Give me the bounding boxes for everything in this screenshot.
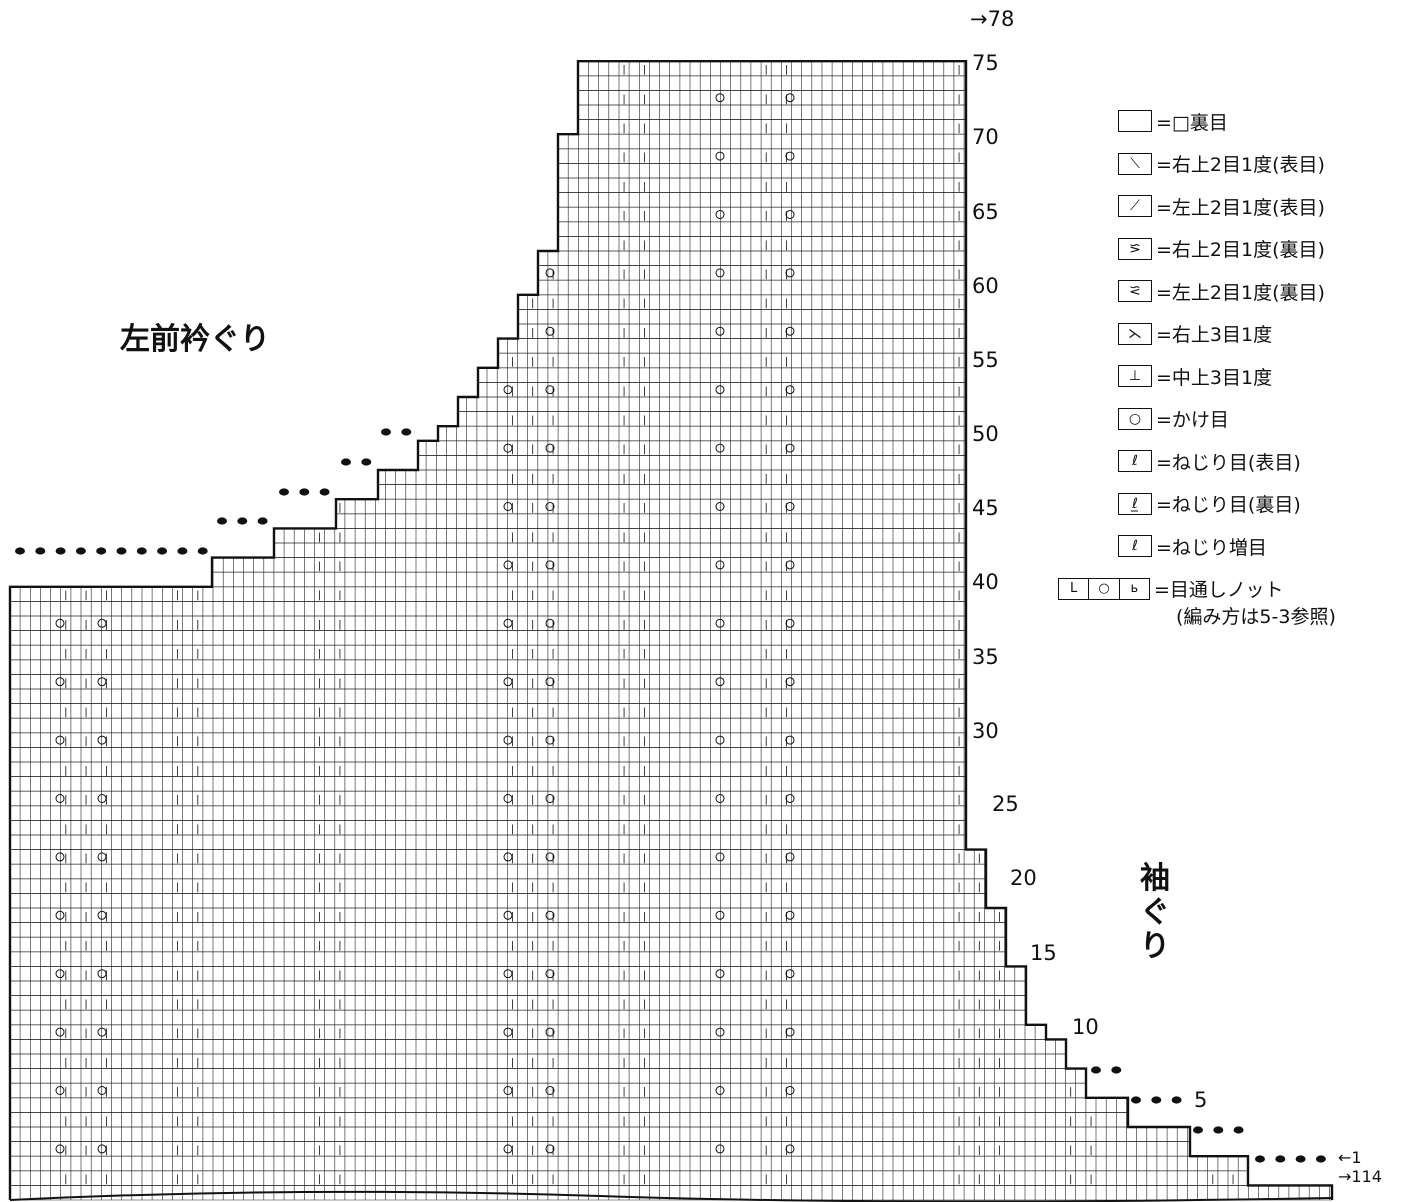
row-label-25: 25: [992, 792, 1019, 816]
legend-text: =□裏目: [1156, 111, 1228, 134]
row-label-45: 45: [972, 496, 999, 520]
legend-symbol-icon: [1118, 110, 1152, 133]
legend-item: ⪞ =右上2目1度(裏目): [1058, 228, 1408, 271]
legend-symbol-icon: ⟋: [1118, 195, 1152, 218]
bind-off-dots: [15, 428, 1326, 1163]
legend-item: ○ =かけ目: [1058, 398, 1408, 441]
legend-text: =左上2目1度(表目): [1156, 196, 1325, 219]
legend-text: =右上2目1度(表目): [1156, 154, 1325, 177]
row-label-20: 20: [1010, 866, 1037, 890]
legend-item: ℓ =ねじり目(表目): [1058, 440, 1408, 483]
knot-cell: L: [1059, 578, 1090, 599]
legend-item: ℓ =ねじり増目: [1058, 525, 1408, 568]
row-label-70: 70: [972, 125, 999, 149]
legend-symbol-icon: ⟍: [1118, 152, 1152, 175]
legend-text: =右上3目1度: [1156, 324, 1273, 347]
row-label-75: 75: [972, 51, 999, 75]
neck-label: 左前衿ぐり: [120, 322, 270, 357]
row-label-55: 55: [972, 348, 999, 372]
chart-outline: [8, 60, 1334, 1200]
row-label-35: 35: [972, 645, 999, 669]
legend-symbol-icon: ⪝: [1118, 280, 1152, 303]
legend-item: ⊥ =中上3目1度: [1058, 355, 1408, 398]
row-label-50: 50: [972, 422, 999, 446]
legend-note: (編み方は5-3参照): [1176, 606, 1336, 628]
row-label-15: 15: [1030, 941, 1057, 965]
legend-text: =中上3目1度: [1156, 366, 1273, 389]
row-label-40: 40: [972, 570, 999, 594]
bottom-edge: [9, 1190, 1333, 1202]
legend-text: =ねじり目(裏目): [1156, 494, 1301, 517]
row-label-30: 30: [972, 719, 999, 743]
legend-text: =ねじり増目: [1156, 536, 1267, 559]
stitch-symbols: | | | | | | | | | | | | | | | | | | | | || | | | | | | | | | | | | | | | | | |…: [55, 65, 1235, 1185]
symbol-legend: =□裏目—⟍=右上2目1度(表目)⟋=左上2目1度(表目)⪞=右上2目1度(裏目…: [1058, 100, 1408, 629]
knot-symbol-icon: L ○ ь: [1058, 577, 1150, 600]
row-label-10: 10: [1072, 1015, 1099, 1039]
legend-symbol-icon: ℓ̲: [1118, 492, 1152, 515]
legend-symbol-icon: ⋋: [1118, 322, 1152, 345]
stitch-grid: [9, 60, 1332, 1201]
legend-symbol-icon: ⊥: [1118, 365, 1152, 388]
legend-text: =ねじり目(表目): [1156, 451, 1301, 474]
legend-item: =□裏目—: [1058, 100, 1408, 143]
legend-symbol-icon: ⪞: [1118, 237, 1152, 260]
row-label-65: 65: [972, 200, 999, 224]
legend-text: =右上2目1度(裏目): [1156, 239, 1325, 262]
legend-item: ⋋ =右上3目1度: [1058, 313, 1408, 356]
legend-text: =左上2目1度(裏目): [1156, 281, 1325, 304]
knot-cell: ь: [1130, 581, 1139, 597]
legend-item: ⟋ =左上2目1度(表目): [1058, 185, 1408, 228]
row-number-labels: →78 75 70 65 60 55 50 45 40 35 30 25 20 15 10 5 ←1→114: [970, 7, 1382, 1186]
legend-item: ⪝ =左上2目1度(裏目): [1058, 270, 1408, 313]
legend-symbol-icon: ℓ: [1118, 450, 1152, 473]
legend-item: ℓ̲ =ねじり目(裏目): [1058, 483, 1408, 526]
row-label-5: 5: [1194, 1088, 1207, 1112]
legend-symbol-icon: ℓ: [1118, 535, 1152, 558]
legend-item: ⟍ =右上2目1度(表目): [1058, 143, 1408, 186]
row-label-78: →78: [970, 7, 1014, 31]
row-label-60: 60: [972, 274, 999, 298]
legend-text: =かけ目: [1156, 409, 1229, 432]
armhole-label: 袖ぐり: [1140, 861, 1170, 964]
knot-cell: ○: [1089, 578, 1120, 599]
legend-symbol-icon: ○: [1118, 407, 1152, 430]
legend-item-knot: L ○ ь =目通しノット: [1058, 568, 1408, 611]
row-label-start-left: ←1: [1338, 1148, 1362, 1167]
legend-text-knot: =目通しノット: [1154, 579, 1284, 602]
row-label-start-right: →114: [1338, 1167, 1382, 1186]
